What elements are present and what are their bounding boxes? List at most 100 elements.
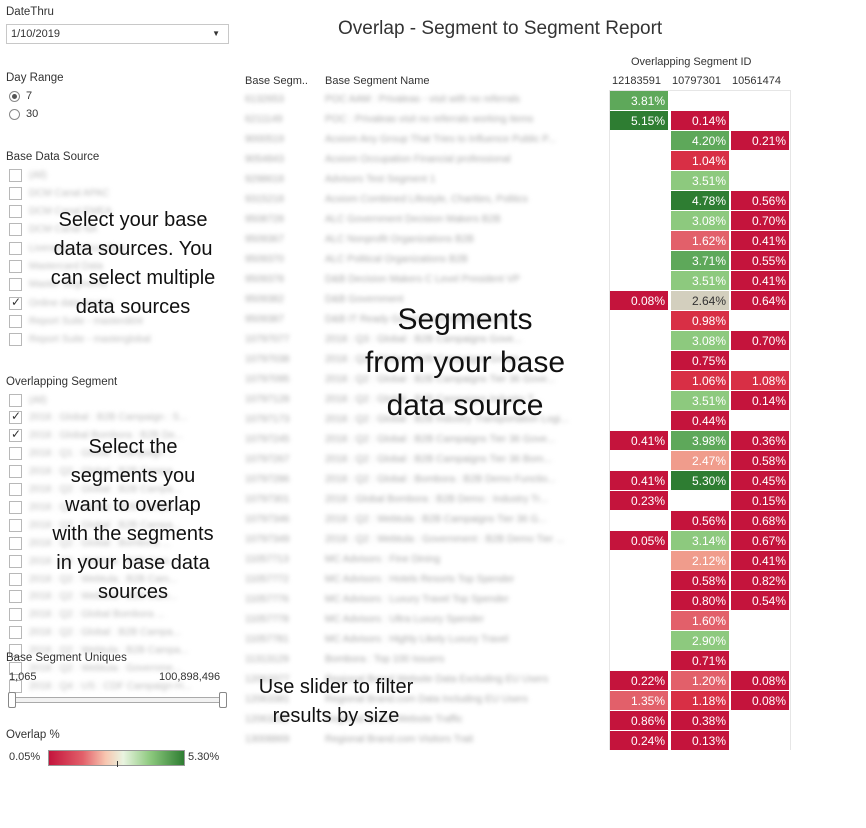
overlap-value-cell[interactable]: 1.06% [671, 371, 730, 391]
radio-icon[interactable] [9, 90, 20, 102]
overlap-value-cell[interactable]: 0.68% [731, 511, 790, 531]
overlap-segment-item[interactable]: 2018 : Q2 : Webtula : B2B Campa... [9, 643, 229, 659]
checkbox-icon[interactable] [9, 536, 22, 550]
uniques-slider-max-handle[interactable] [219, 692, 227, 708]
overlap-value-cell[interactable]: 0.22% [610, 671, 669, 691]
table-row[interactable]: 11057778 MC Advisors : Ultra Luxury Spend… [239, 611, 790, 631]
overlap-value-cell[interactable]: 0.41% [731, 231, 790, 251]
overlap-segment-item[interactable]: 2018 : Q1 : Global : Campaign ... [9, 446, 229, 462]
overlap-value-cell[interactable]: 0.56% [671, 511, 730, 531]
base-source-item[interactable]: Master Segments [9, 277, 229, 293]
table-row[interactable]: 9298618 Advisors Test Segment 1 3.51% [239, 171, 790, 191]
overlap-value-cell[interactable]: 1.60% [671, 611, 730, 631]
base-source-item[interactable]: Online data source [9, 295, 229, 311]
table-row[interactable]: 9508728 ALC Government Decision Makers B2… [239, 211, 790, 231]
overlap-value-cell[interactable]: 0.70% [731, 331, 790, 351]
base-segment-id-header[interactable]: Base Segm.. [245, 75, 308, 87]
table-row[interactable]: 11057781 MC Advisors : Highly Likely Luxu… [239, 631, 790, 651]
overlap-segment-item[interactable]: 2018 : Q2 : Global : Bombora ... [9, 535, 229, 551]
radio-icon[interactable] [9, 108, 20, 120]
checkbox-icon[interactable] [9, 500, 22, 514]
uniques-slider-track[interactable] [12, 697, 226, 703]
checkbox-icon[interactable] [9, 241, 22, 255]
overlap-value-cell[interactable]: 3.08% [671, 211, 730, 231]
overlap-segment-item[interactable]: 2018 : Q2 : Webtula : B2B Cam... [9, 571, 229, 587]
overlap-value-cell[interactable]: 0.64% [731, 291, 790, 311]
checkbox-icon[interactable] [9, 314, 22, 328]
overlap-value-cell[interactable]: 0.70% [731, 211, 790, 231]
checkbox-icon[interactable] [9, 644, 22, 658]
overlap-value-cell[interactable]: 0.13% [671, 731, 730, 751]
overlap-value-cell[interactable]: 0.54% [731, 591, 790, 611]
column-header-2[interactable]: 10561474 [732, 75, 781, 87]
overlap-value-cell[interactable]: 4.20% [671, 131, 730, 151]
table-row[interactable]: 11057713 MC Advisors : Fine Dining 2.12% 0.… [239, 551, 790, 571]
overlap-value-cell[interactable]: 1.08% [731, 371, 790, 391]
table-row[interactable]: 6211149 POC : Privaleas visit no referral… [239, 111, 790, 131]
overlap-value-cell[interactable]: 1.62% [671, 231, 730, 251]
checkbox-icon[interactable] [9, 572, 22, 586]
table-row[interactable]: 9509370 ALC Political Organizations B2B 3.… [239, 251, 790, 271]
checkbox-icon[interactable] [9, 168, 22, 182]
table-row[interactable]: 11313129 Bombora : Top 100 Issuers 0.71% [239, 651, 790, 671]
overlap-segment-item[interactable]: 2018 : Q2 : Global : B2B Campa... [9, 482, 229, 498]
base-source-item[interactable]: DCM Canal NA [9, 222, 229, 238]
table-row[interactable]: 12063381 Regional Brand.com Data Includin… [239, 691, 790, 711]
overlap-value-cell[interactable]: 0.82% [731, 571, 790, 591]
overlap-segment-item[interactable]: 2018 : Q2 : Global Bombora ... [9, 607, 229, 623]
overlap-value-cell[interactable]: 0.55% [731, 251, 790, 271]
day-range-option-7[interactable]: 7 [9, 90, 32, 102]
checkbox-icon[interactable] [9, 223, 22, 237]
checkbox-icon[interactable] [9, 662, 22, 675]
checkbox-icon[interactable] [9, 260, 22, 273]
checkbox-icon[interactable] [9, 608, 22, 622]
overlap-value-cell[interactable]: 5.15% [610, 111, 669, 131]
day-range-option-30[interactable]: 30 [9, 108, 38, 120]
overlap-value-cell[interactable]: 0.23% [610, 491, 669, 511]
overlap-value-cell[interactable]: 0.38% [671, 711, 730, 731]
overlap-segment-item[interactable]: 2018 : Q2 : Webtula : B2B Cam... [9, 553, 229, 569]
checkbox-icon[interactable] [9, 409, 22, 425]
base-source-item[interactable]: (All) [9, 167, 229, 183]
uniques-slider-min-handle[interactable] [8, 692, 16, 708]
overlap-value-cell[interactable]: 0.75% [671, 351, 730, 371]
checkbox-icon[interactable] [9, 186, 22, 200]
overlap-value-cell[interactable]: 1.35% [610, 691, 669, 711]
checkbox-icon[interactable] [9, 554, 22, 568]
base-source-item[interactable]: Liveramp Onboarding [9, 240, 229, 256]
table-row[interactable]: 10797077 2018 : Q3 : Global : B2B Campaig… [239, 331, 790, 351]
base-source-item[interactable]: Mastercard Data [9, 259, 229, 275]
overlap-value-cell[interactable]: 0.56% [731, 191, 790, 211]
base-source-item[interactable]: DCM Canal EMEA [9, 204, 229, 220]
table-row[interactable]: 10797128 2018 : Q2 : Global : B2B Campaig… [239, 391, 790, 411]
overlap-segment-item[interactable]: 2018 : Q2 : Webtula : B2B Cam... [9, 589, 229, 605]
table-row[interactable]: 9509367 ALC Nonprofit Organizations B2B 1.… [239, 231, 790, 251]
table-row[interactable]: 9054843 Acxiom Occupation Financial profe… [239, 151, 790, 171]
base-segment-name-header[interactable]: Base Segment Name [325, 75, 430, 87]
table-row[interactable]: 9509378 D&B Decision Makers C Level Presi… [239, 271, 790, 291]
overlap-value-cell[interactable]: 0.41% [610, 431, 669, 451]
checkbox-icon[interactable] [9, 333, 22, 347]
overlap-value-cell[interactable]: 0.24% [610, 731, 669, 751]
overlap-value-cell[interactable]: 0.36% [731, 431, 790, 451]
base-source-item[interactable]: Report Suite - masterdi04 [9, 313, 229, 329]
base-source-item[interactable]: Report Suite - masterglobal [9, 332, 229, 348]
checkbox-icon[interactable] [9, 295, 22, 310]
overlap-segment-item[interactable]: 2018 : Global : B2B Campaign : S... [9, 409, 229, 426]
base-source-item[interactable]: DCM Canal APAC [9, 185, 229, 201]
overlap-value-cell[interactable]: 0.71% [671, 651, 730, 671]
table-row[interactable]: 9315218 Acxiom Combined Lifestyle, Charit… [239, 191, 790, 211]
date-thru-dropdown[interactable]: 1/10/2019 ▼ [6, 24, 229, 44]
overlap-value-cell[interactable]: 0.58% [671, 571, 730, 591]
overlap-value-cell[interactable]: 0.08% [731, 691, 790, 711]
overlap-segment-item[interactable]: (All) [9, 392, 229, 408]
overlap-value-cell[interactable]: 3.51% [671, 271, 730, 291]
overlap-value-cell[interactable]: 0.15% [731, 491, 790, 511]
overlap-value-cell[interactable]: 0.80% [671, 591, 730, 611]
overlap-value-cell[interactable]: 3.98% [671, 431, 730, 451]
overlap-value-cell[interactable]: 0.21% [731, 131, 790, 151]
overlap-value-cell[interactable]: 3.51% [671, 391, 730, 411]
overlap-value-cell[interactable]: 2.47% [671, 451, 730, 471]
checkbox-icon[interactable] [9, 626, 22, 640]
overlap-value-cell[interactable]: 3.51% [671, 171, 730, 191]
